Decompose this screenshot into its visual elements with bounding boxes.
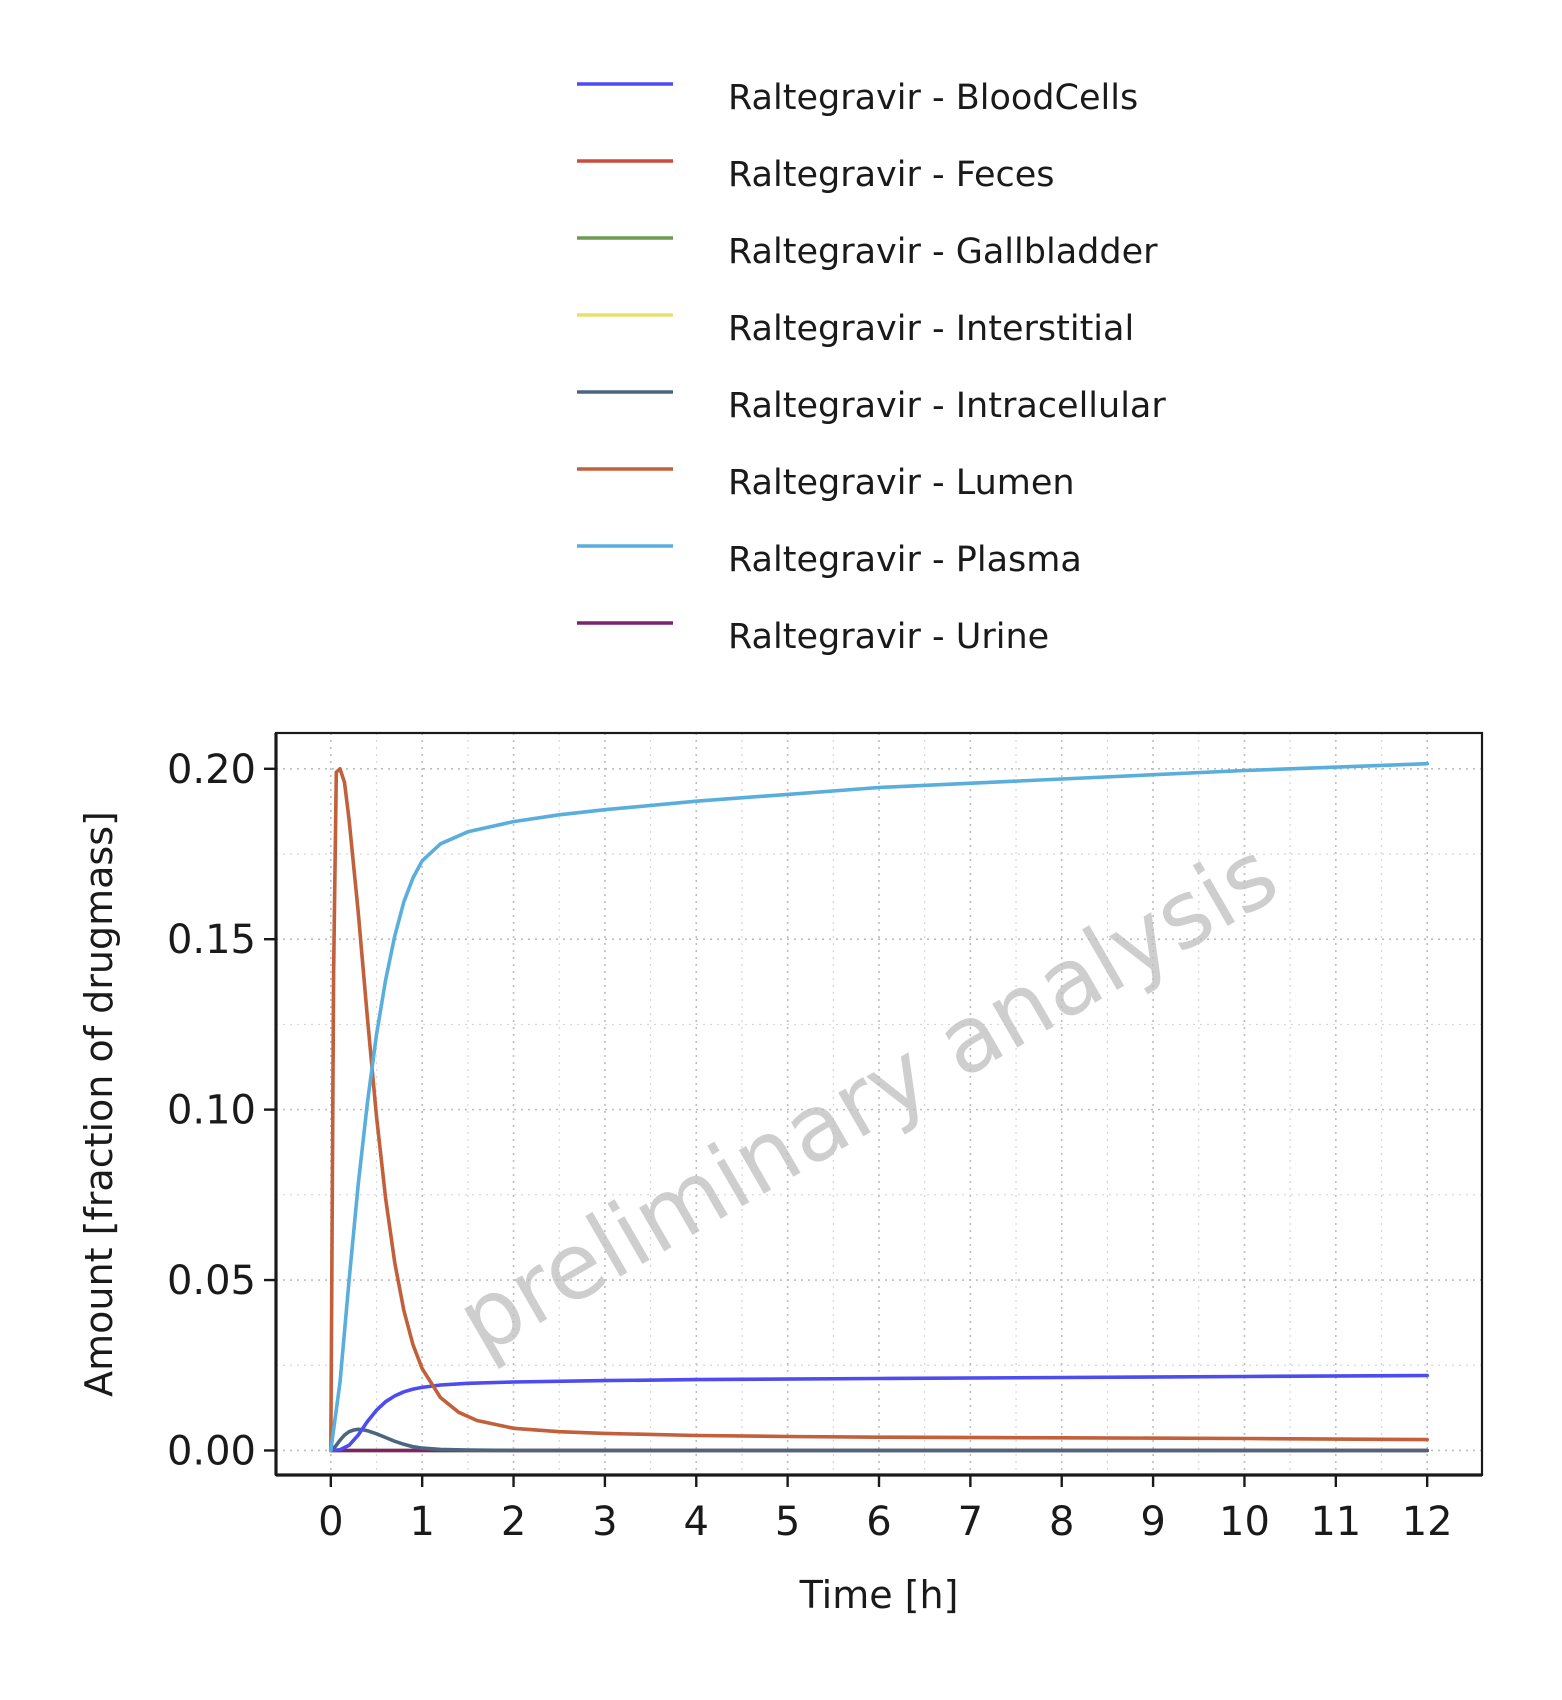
- x-axis-title: Time [h]: [799, 1573, 959, 1617]
- legend-label: Raltegravir - Gallbladder: [728, 232, 1158, 272]
- y-tick-label: 0.15: [167, 917, 256, 963]
- x-tick-label: 0: [318, 1499, 343, 1545]
- legend-label: Raltegravir - Feces: [728, 155, 1055, 195]
- legend-label: Raltegravir - Intracellular: [728, 386, 1166, 426]
- grid: [276, 733, 1482, 1475]
- series-line-intracellular: [328, 1427, 1429, 1453]
- x-tick-label: 8: [1049, 1499, 1074, 1545]
- x-tick-label: 11: [1310, 1499, 1361, 1545]
- x-tick-label: 6: [866, 1499, 891, 1545]
- y-tick-label: 0.05: [167, 1258, 256, 1304]
- legend-label: Raltegravir - BloodCells: [728, 78, 1138, 118]
- x-tick-label: 5: [775, 1499, 800, 1545]
- x-tick-label: 9: [1140, 1499, 1165, 1545]
- x-tick-label: 4: [684, 1499, 709, 1545]
- legend-label: Raltegravir - Urine: [728, 617, 1049, 657]
- x-axis: 0 1 2 3 4 5 6 7 8 9 10 11 12: [318, 1475, 1453, 1545]
- y-axis: 0.00 0.05 0.10 0.15 0.20: [167, 747, 276, 1474]
- series-layer: [328, 761, 1429, 1453]
- y-tick-label: 0.20: [167, 747, 256, 793]
- x-tick-label: 1: [409, 1499, 434, 1545]
- x-tick-label: 7: [958, 1499, 983, 1545]
- legend-label: Raltegravir - Lumen: [728, 463, 1075, 503]
- legend: Raltegravir - BloodCells Raltegravir - Fe…: [577, 78, 1166, 657]
- y-axis-title: Amount [fraction of drugmass]: [77, 811, 121, 1397]
- series-line-bloodcells: [328, 1373, 1429, 1453]
- x-tick-label: 2: [501, 1499, 526, 1545]
- y-tick-label: 0.00: [167, 1428, 256, 1474]
- legend-label: Raltegravir - Plasma: [728, 540, 1082, 580]
- y-tick-label: 0.10: [167, 1088, 256, 1134]
- series-line-plasma: [328, 761, 1429, 1453]
- legend-label: Raltegravir - Interstitial: [728, 309, 1134, 349]
- x-tick-label: 3: [592, 1499, 617, 1545]
- series-line-lumen: [328, 766, 1429, 1453]
- x-tick-label: 10: [1219, 1499, 1270, 1545]
- x-tick-label: 12: [1402, 1499, 1453, 1545]
